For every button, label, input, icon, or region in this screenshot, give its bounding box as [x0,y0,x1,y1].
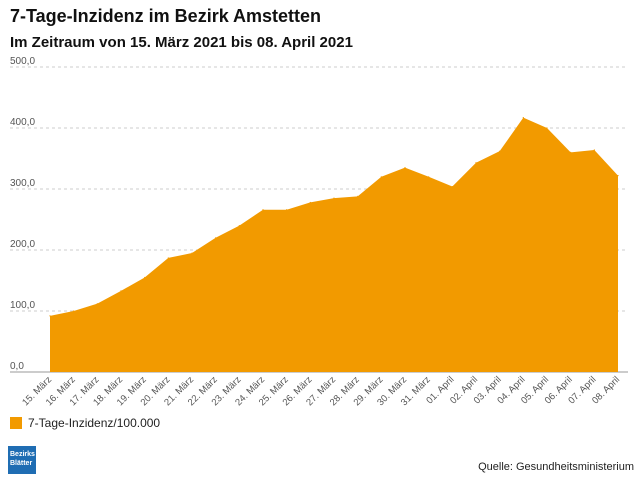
legend-swatch [10,417,22,429]
data-point[interactable] [215,237,217,239]
source-note: Quelle: Gesundheitsministerium [478,461,634,473]
data-point[interactable] [262,209,264,211]
data-point[interactable] [49,315,51,317]
area-series-fill [50,117,618,372]
data-point[interactable] [120,290,122,292]
data-point[interactable] [380,176,382,178]
y-tick-label: 300,0 [10,178,35,189]
y-tick-label: 500,0 [10,56,35,67]
data-point[interactable] [522,117,524,119]
data-point[interactable] [499,150,501,152]
logo-line-2: Blätter [10,460,33,467]
data-point[interactable] [144,276,146,279]
y-tick-label: 100,0 [10,300,35,311]
chart-title: 7-Tage-Inzidenz im Bezirk Amstetten [10,6,322,26]
bezirksblaetter-logo: Bezirks Blätter [8,446,36,474]
data-point[interactable] [617,174,619,177]
y-tick-label: 200,0 [10,239,35,250]
data-point[interactable] [593,149,595,151]
data-point[interactable] [96,303,98,305]
data-point[interactable] [333,197,335,199]
data-point[interactable] [286,209,288,211]
logo-line-1: Bezirks [10,451,35,458]
data-point[interactable] [404,167,406,169]
area-series [49,117,619,372]
y-tick-label: 0,0 [10,361,24,372]
legend-label: 7-Tage-Inzidenz/100.000 [28,416,161,430]
y-tick-label: 400,0 [10,117,35,128]
data-point[interactable] [73,310,75,312]
data-point[interactable] [428,176,430,178]
data-point[interactable] [451,185,453,188]
data-point[interactable] [546,127,548,129]
data-point[interactable] [570,151,572,153]
data-point[interactable] [475,162,477,164]
legend[interactable]: 7-Tage-Inzidenz/100.000 [10,416,160,430]
data-point[interactable] [191,252,193,254]
area-chart: 0,0 100,0 200,0 300,0 400,0 500,0 15. März16.… [10,56,628,408]
chart-subtitle: Im Zeitraum von 15. März 2021 bis 08. Ap… [10,34,353,51]
data-point[interactable] [309,201,311,204]
data-point[interactable] [357,195,359,197]
data-point[interactable] [238,225,240,227]
y-axis-ticks: 0,0 100,0 200,0 300,0 400,0 500,0 [10,56,35,372]
data-point[interactable] [167,257,169,259]
